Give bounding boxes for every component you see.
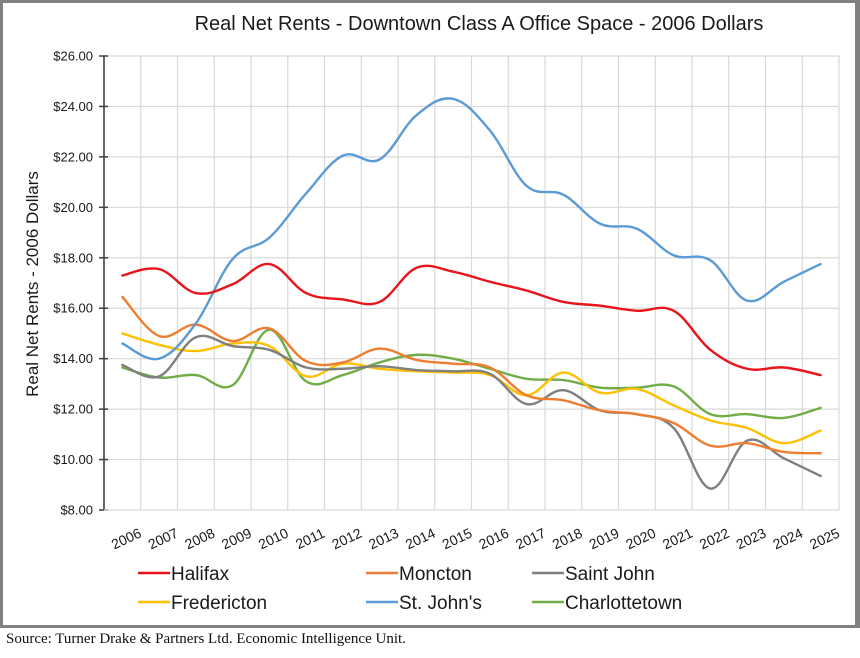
- legend-item-moncton: Moncton: [366, 564, 472, 585]
- legend-item-halifax: Halifax: [138, 564, 230, 585]
- x-tick-label: 2018: [550, 525, 585, 553]
- x-tick-label: 2020: [623, 525, 658, 553]
- y-tick-label: $20.00: [53, 200, 93, 215]
- x-tick-label: 2021: [660, 525, 695, 553]
- legend-label: Charlottetown: [565, 593, 682, 614]
- gridlines: [104, 55, 840, 510]
- legend-label: Moncton: [399, 564, 472, 585]
- legend-item-st-john-s: St. John's: [366, 593, 482, 614]
- series-moncton: [121, 295, 822, 455]
- x-tick-label: 2006: [109, 525, 144, 553]
- series-lines: [121, 97, 822, 490]
- x-tick-label: 2025: [807, 525, 842, 553]
- y-tick-label: $24.00: [53, 99, 93, 114]
- x-tick-label: 2013: [366, 525, 401, 553]
- legend-item-charlottetown: Charlottetown: [532, 593, 682, 614]
- x-tick-label: 2023: [734, 525, 769, 553]
- series-charlottetown: [121, 328, 822, 420]
- y-tick-label: $14.00: [53, 351, 93, 366]
- y-tick-label: $16.00: [53, 301, 93, 316]
- x-tick-label: 2019: [587, 525, 622, 553]
- y-tick-label: $10.00: [53, 452, 93, 467]
- x-tick-label: 2015: [440, 525, 475, 553]
- series-line-moncton: [121, 295, 822, 455]
- x-tick-label: 2011: [293, 525, 327, 552]
- y-tick-label: $26.00: [53, 49, 93, 64]
- series-line-saint-john: [121, 334, 822, 490]
- series-halifax: [121, 262, 822, 377]
- series-fredericton: [121, 332, 822, 445]
- y-tick-label: $12.00: [53, 402, 93, 417]
- legend-label: Fredericton: [171, 593, 267, 614]
- x-tick-label: 2024: [770, 525, 805, 553]
- y-tick-label: $18.00: [53, 250, 93, 265]
- series-line-st-john-s: [121, 97, 822, 361]
- series-line-halifax: [121, 262, 822, 377]
- x-tick-label: 2010: [256, 525, 291, 553]
- legend-item-fredericton: Fredericton: [138, 593, 267, 614]
- x-tick-labels: 2006 2007 2008 2009 2010 2011 2012 2013 2014 2015…: [109, 525, 842, 553]
- x-tick-label: 2007: [146, 525, 181, 553]
- legend-label: Saint John: [565, 564, 655, 585]
- y-axis-label: Real Net Rents - 2006 Dollars: [23, 171, 42, 397]
- x-tick-label: 2016: [476, 525, 511, 553]
- x-tick-label: 2008: [182, 525, 217, 553]
- y-tick-label: $22.00: [53, 149, 93, 164]
- y-tick-label: $8.00: [60, 503, 93, 518]
- x-tick-label: 2022: [697, 525, 732, 553]
- axes: [99, 55, 839, 511]
- legend-item-saint-john: Saint John: [532, 564, 655, 585]
- legend: Halifax Moncton Saint John Fredericton St. J…: [138, 564, 682, 614]
- series-line-fredericton: [121, 332, 822, 445]
- series-st-john-s: [121, 97, 822, 361]
- series-line-charlottetown: [121, 328, 822, 420]
- y-tick-labels: $8.00 $10.00 $12.00 $14.00 $16.00 $18.00 $20.0…: [53, 49, 93, 518]
- x-tick-label: 2014: [403, 525, 438, 553]
- legend-label: St. John's: [399, 593, 482, 614]
- x-tick-label: 2012: [329, 525, 364, 553]
- chart-title: Real Net Rents - Downtown Class A Office…: [195, 13, 764, 35]
- x-tick-label: 2009: [219, 525, 254, 553]
- legend-label: Halifax: [171, 564, 230, 585]
- x-tick-label: 2017: [513, 525, 548, 553]
- source-note: Source: Turner Drake & Partners Ltd. Eco…: [6, 631, 406, 647]
